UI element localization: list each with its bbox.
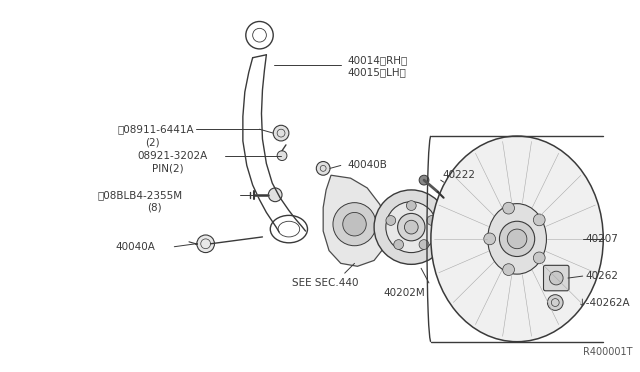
Circle shape (397, 214, 425, 241)
Text: 40262: 40262 (586, 271, 619, 281)
Circle shape (549, 271, 563, 285)
Text: 08921-3202A: 08921-3202A (137, 151, 207, 161)
Text: Ⓒ08BLB4-2355M: Ⓒ08BLB4-2355M (98, 190, 183, 200)
Circle shape (502, 264, 515, 276)
Ellipse shape (488, 203, 547, 274)
Circle shape (343, 212, 366, 236)
Circle shape (268, 188, 282, 202)
Text: 40014〈RH〉: 40014〈RH〉 (348, 56, 408, 65)
Circle shape (316, 161, 330, 175)
Ellipse shape (431, 136, 604, 342)
Text: 40207: 40207 (586, 234, 618, 244)
Circle shape (533, 252, 545, 264)
Text: 40015〈LH〉: 40015〈LH〉 (348, 67, 406, 77)
Circle shape (419, 240, 429, 250)
Circle shape (277, 151, 287, 161)
Circle shape (427, 216, 436, 225)
Circle shape (386, 216, 396, 225)
Circle shape (484, 233, 495, 245)
Text: SEE SEC.440: SEE SEC.440 (292, 278, 358, 288)
Text: 40040B: 40040B (348, 160, 388, 170)
Text: 40202M: 40202M (384, 288, 426, 298)
Polygon shape (323, 175, 387, 266)
Text: ⓝ08911-6441A: ⓝ08911-6441A (118, 124, 194, 134)
FancyBboxPatch shape (543, 265, 569, 291)
Text: 40040A: 40040A (116, 242, 156, 252)
Circle shape (394, 240, 404, 250)
Circle shape (374, 190, 449, 264)
Text: (2): (2) (145, 138, 159, 148)
Circle shape (386, 202, 436, 253)
Circle shape (273, 125, 289, 141)
Circle shape (499, 221, 534, 257)
Circle shape (404, 220, 418, 234)
Circle shape (547, 295, 563, 310)
Text: PIN(2): PIN(2) (152, 163, 184, 173)
Circle shape (197, 235, 214, 253)
Circle shape (419, 175, 429, 185)
Circle shape (333, 203, 376, 246)
Circle shape (508, 229, 527, 248)
Text: (8): (8) (147, 202, 161, 212)
Circle shape (406, 201, 416, 211)
Text: ↓-40262A: ↓-40262A (578, 298, 630, 308)
Circle shape (533, 214, 545, 226)
Text: 40222: 40222 (443, 170, 476, 180)
Circle shape (502, 202, 515, 214)
Text: R400001T: R400001T (582, 346, 632, 356)
